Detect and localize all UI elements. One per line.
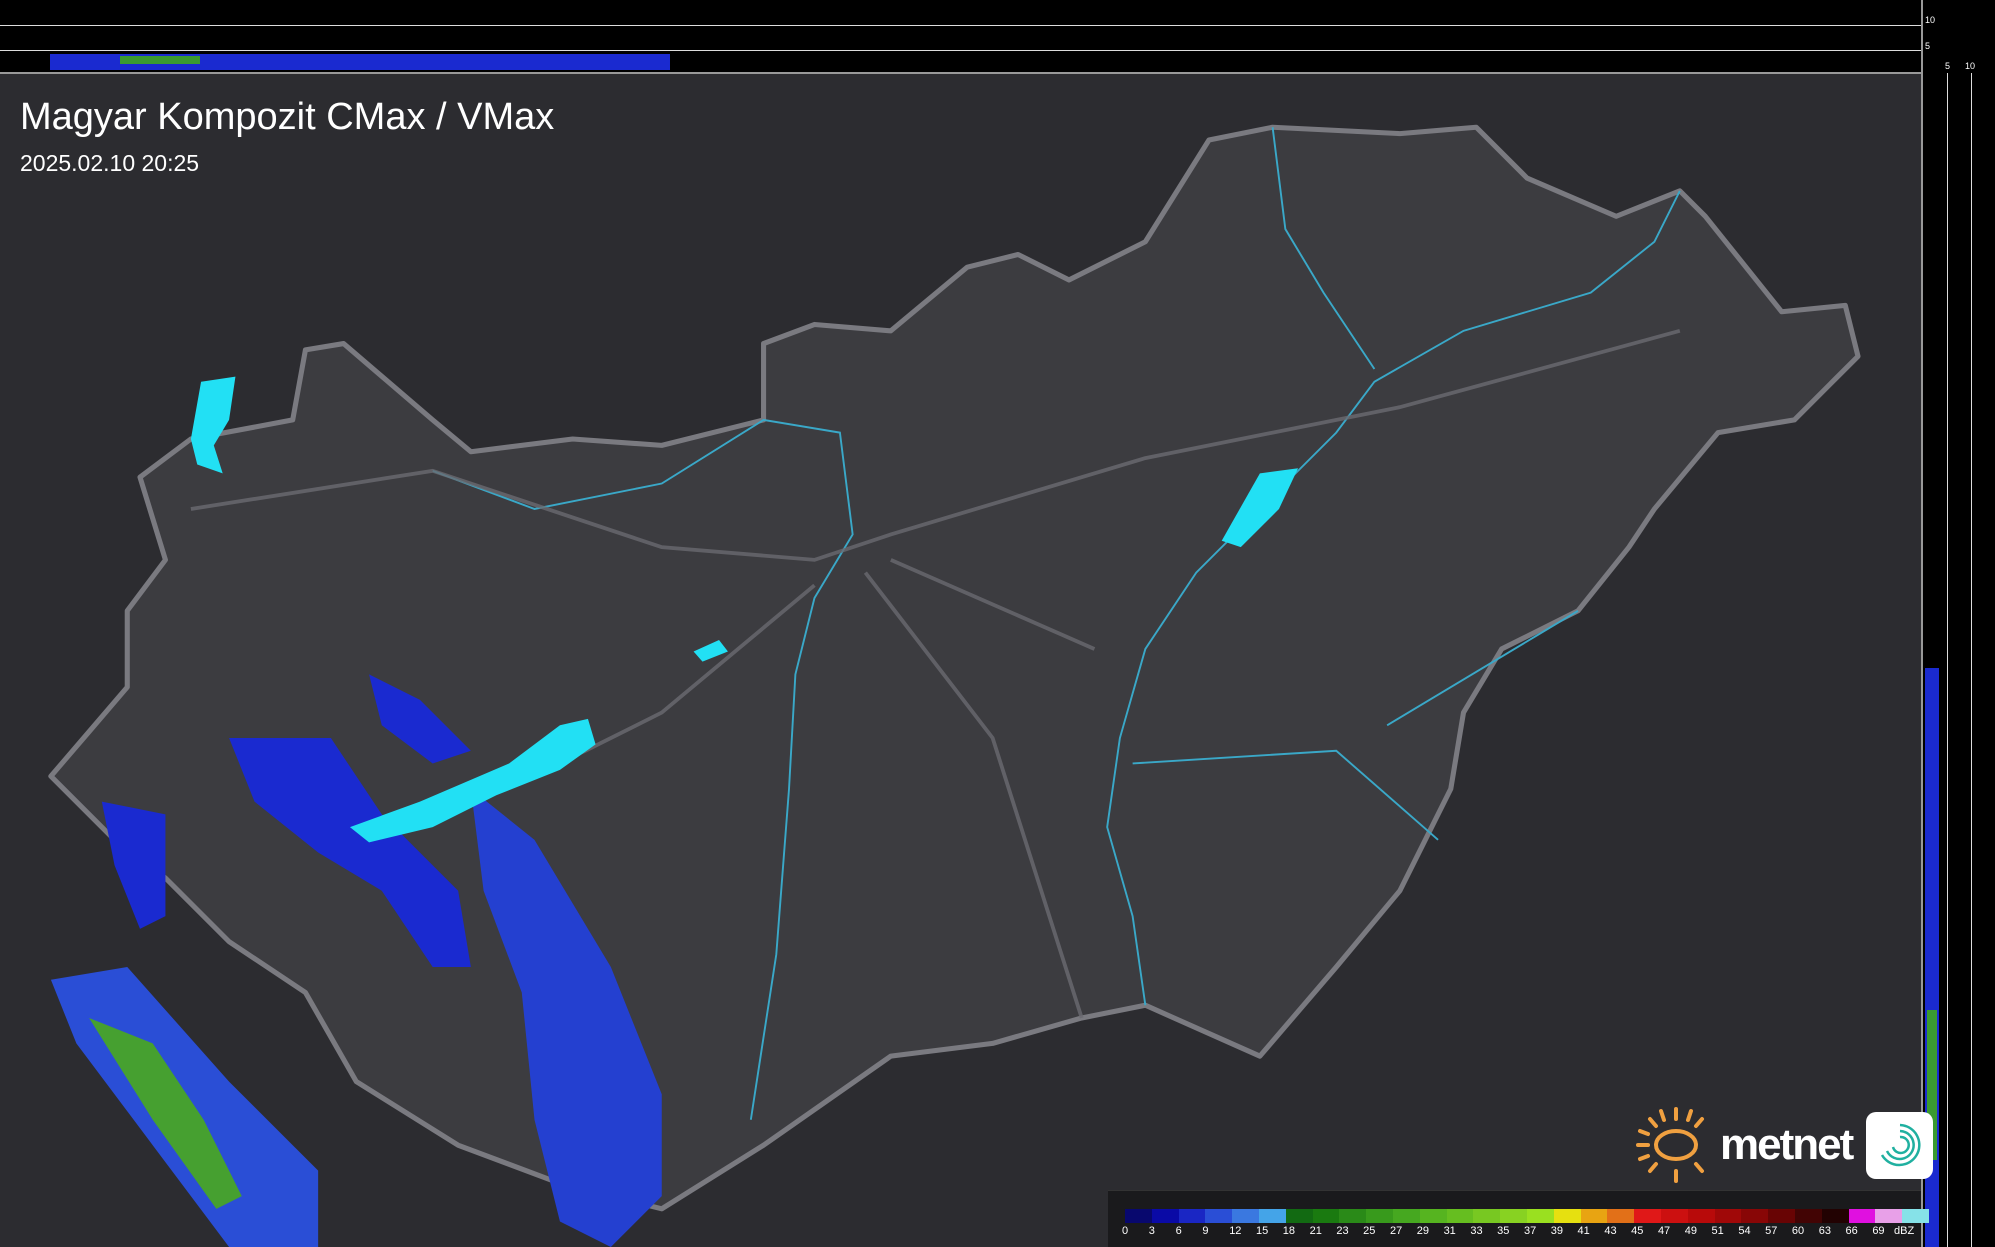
legend-label: 35	[1497, 1225, 1510, 1237]
map-title: Magyar Kompozit CMax / VMax	[20, 96, 555, 138]
legend-swatch: 41	[1578, 1209, 1608, 1237]
legend-swatch: 35	[1497, 1209, 1527, 1237]
legend-swatch: 57	[1765, 1209, 1795, 1237]
map-overlay	[0, 53, 1921, 1247]
legend-swatch: 27	[1390, 1209, 1420, 1237]
brand-name: metnet	[1720, 1120, 1854, 1169]
legend-swatch: 69	[1872, 1209, 1903, 1237]
legend-label: 37	[1523, 1225, 1537, 1237]
legend-label: 51	[1711, 1225, 1724, 1237]
legend-swatch: 43	[1604, 1209, 1635, 1237]
profile-echo-green	[1927, 1010, 1937, 1160]
legend-label: 25	[1363, 1225, 1376, 1237]
tick-label: 5	[1945, 61, 1951, 71]
profile-echo	[50, 54, 670, 70]
legend-swatch: 63	[1819, 1209, 1849, 1237]
legend-swatch: 45	[1631, 1209, 1661, 1237]
legend-swatch: 37	[1524, 1209, 1554, 1237]
legend-label: 60	[1791, 1225, 1805, 1237]
legend-label: 45	[1631, 1225, 1644, 1237]
radar-echoes	[50, 674, 662, 1247]
legend-label: 49	[1684, 1225, 1697, 1237]
legend-swatch: 6	[1176, 1209, 1206, 1237]
legend-label: 66	[1845, 1225, 1858, 1237]
legend-swatch: 51	[1712, 1209, 1742, 1237]
legend-swatch: 9	[1202, 1209, 1233, 1237]
vertical-profile-right: 10 5 5 10	[1921, 0, 1995, 1247]
legend-swatch: 21	[1310, 1209, 1340, 1237]
lake-balaton	[349, 718, 596, 843]
legend-swatch: 66	[1846, 1209, 1876, 1237]
legend-swatch	[1902, 1209, 1929, 1223]
legend-swatch: 29	[1417, 1209, 1447, 1237]
legend-swatches: 0 3 6 9 12 15 18 21 23 25 27 29 31 33 35 37 39 41 43 45 47 49…	[1122, 1209, 1929, 1237]
legend-swatch: 31	[1444, 1209, 1474, 1237]
legend-label: 21	[1309, 1225, 1322, 1237]
tick-label: 10	[1925, 15, 1936, 25]
legend-label: 12	[1229, 1225, 1242, 1237]
legend-label: 3	[1148, 1225, 1155, 1237]
legend-swatch: 49	[1685, 1209, 1715, 1237]
divider	[0, 72, 1995, 74]
metnet-app-icon	[1866, 1111, 1934, 1179]
tick-label: 5	[1925, 41, 1931, 51]
legend-swatch: 15	[1256, 1209, 1286, 1237]
map-timestamp: 2025.02.10 20:25	[20, 150, 200, 176]
legend-label: 27	[1389, 1225, 1403, 1237]
dbz-color-legend: 0 3 6 9 12 15 18 21 23 25 27 29 31 33 35 37 39 41 43 45 47 49…	[1108, 1190, 1929, 1247]
legend-swatch: 54	[1738, 1209, 1769, 1237]
legend-label: 29	[1416, 1225, 1430, 1237]
legend-label: 69	[1872, 1225, 1885, 1237]
legend-swatch: 0	[1122, 1209, 1152, 1237]
profile-gridline-5	[1947, 73, 1948, 1247]
legend-swatch: 47	[1658, 1209, 1688, 1237]
lake-ferto	[190, 376, 236, 474]
legend-label: 41	[1577, 1225, 1590, 1237]
legend-label: 9	[1202, 1225, 1209, 1237]
legend-swatch: 33	[1470, 1209, 1501, 1237]
metnet-logo: metnet	[1636, 1105, 1934, 1185]
legend-swatch: 60	[1792, 1209, 1822, 1237]
legend-label: 15	[1255, 1225, 1269, 1237]
legend-label: 63	[1818, 1225, 1831, 1237]
legend-label: 23	[1336, 1225, 1349, 1237]
lake-velence	[693, 640, 728, 662]
legend-label: 31	[1443, 1225, 1456, 1237]
legend-label: 6	[1175, 1225, 1182, 1237]
legend-swatch: 23	[1336, 1209, 1367, 1237]
legend-label: 33	[1470, 1225, 1483, 1237]
legend-label: 43	[1604, 1225, 1617, 1237]
profile-gridline-5	[0, 50, 1921, 51]
legend-swatch: 39	[1551, 1209, 1581, 1237]
vertical-profile-top	[0, 0, 1921, 73]
legend-label: 57	[1765, 1225, 1778, 1237]
profile-gridline-10	[1971, 73, 1972, 1247]
tick-label: 10	[1965, 61, 1976, 71]
legend-label: 47	[1657, 1225, 1671, 1237]
legend-swatch: 25	[1363, 1209, 1393, 1237]
sun-icon	[1636, 1107, 1704, 1183]
profile-echo-green	[120, 56, 200, 64]
legend-unit: dBZ	[1894, 1225, 1915, 1237]
lake-tisza	[1221, 468, 1299, 548]
legend-label: 0	[1122, 1225, 1129, 1237]
lakes	[190, 376, 1299, 843]
legend-swatch: 18	[1283, 1209, 1313, 1237]
profile-gridline-10	[0, 25, 1921, 26]
legend-swatch: 12	[1229, 1209, 1259, 1237]
legend-label: 54	[1738, 1225, 1751, 1237]
legend-label: 39	[1550, 1225, 1563, 1237]
legend-swatch: 3	[1149, 1209, 1179, 1237]
legend-label: 18	[1282, 1225, 1296, 1237]
